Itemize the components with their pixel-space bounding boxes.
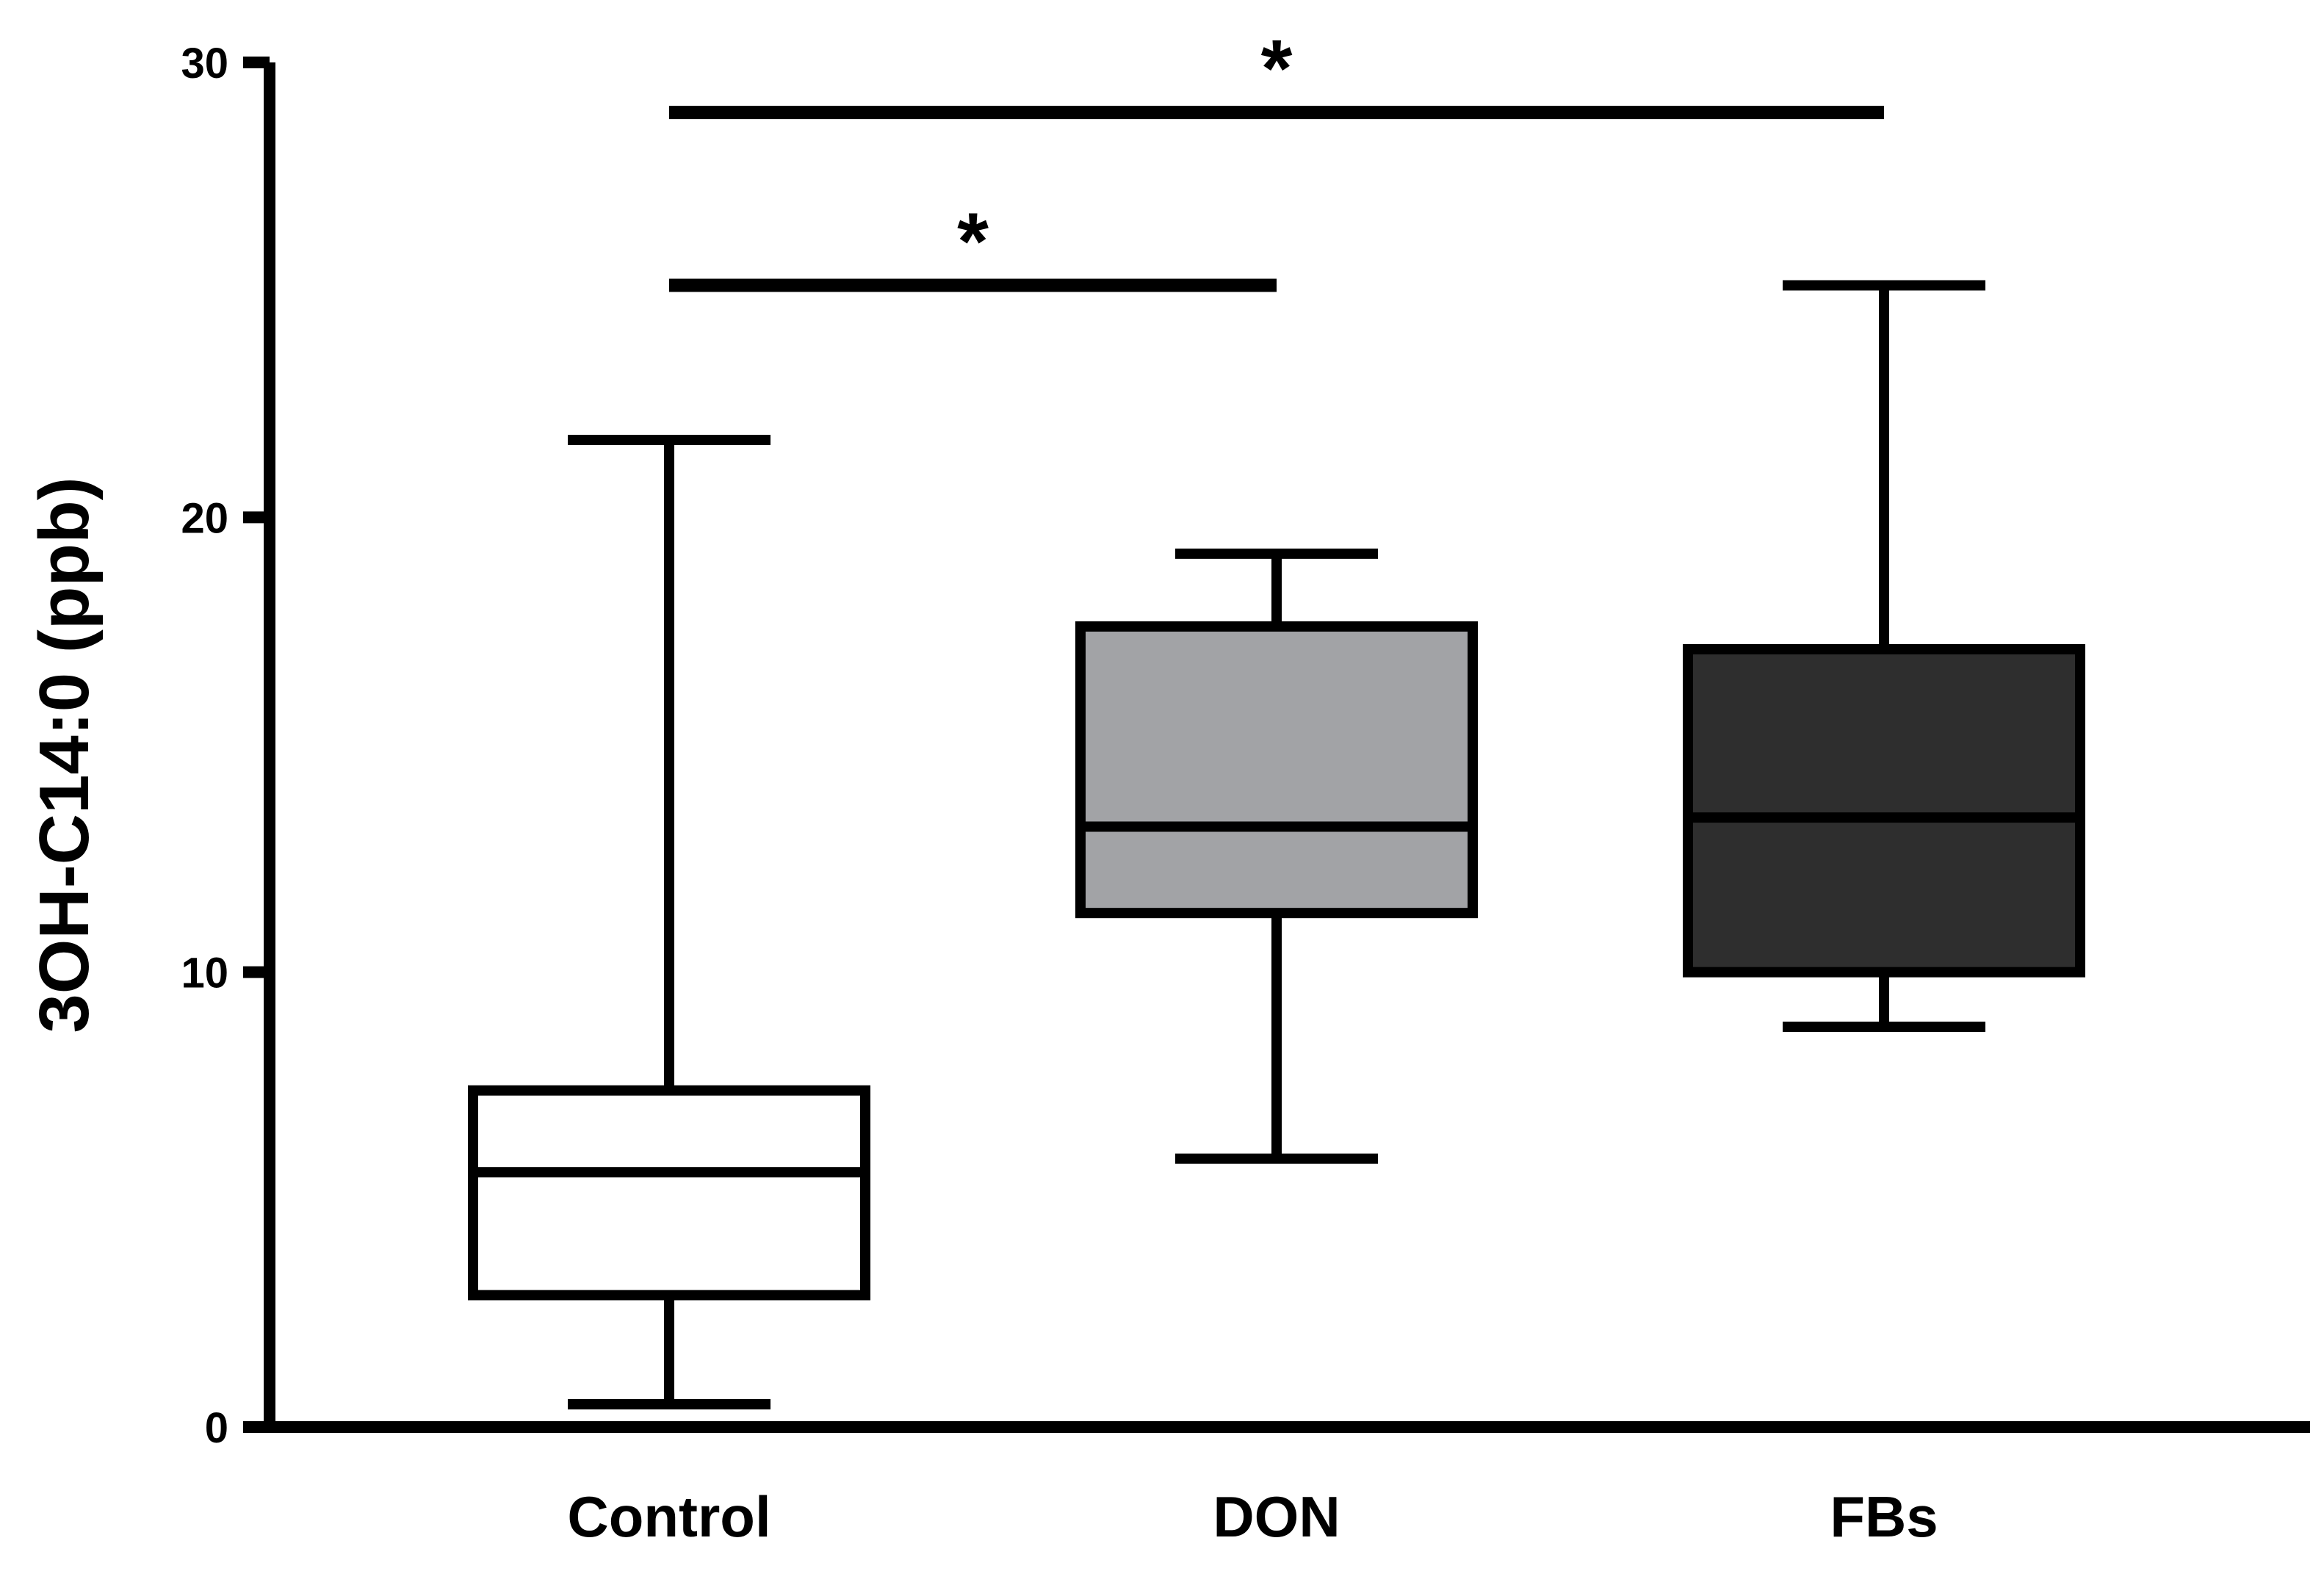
- box-series: [468, 280, 2085, 1410]
- box-don: [1075, 548, 1478, 1164]
- category-labels: Control DON FBs: [567, 1484, 1938, 1549]
- y-tick-label: 20: [181, 494, 228, 542]
- iqr-box: [1683, 643, 2085, 978]
- x-tick-label-fbs: FBs: [1830, 1484, 1938, 1549]
- y-axis-label: 3OH-C14:0 (ppb): [25, 477, 104, 1033]
- x-tick-label-control: Control: [567, 1484, 771, 1549]
- significance-star: *: [1261, 24, 1293, 114]
- significance-star: *: [957, 196, 989, 286]
- box-fbs: [1683, 280, 2085, 1032]
- significance-annotations: **: [669, 24, 1884, 292]
- x-tick-label-don: DON: [1213, 1484, 1340, 1549]
- y-tick-label: 30: [181, 40, 228, 87]
- box-control: [468, 435, 870, 1410]
- axes: 0 10 20 30: [181, 40, 2310, 1452]
- y-axis-label-group: 3OH-C14:0 (ppb): [25, 477, 104, 1033]
- iqr-box: [468, 1085, 870, 1301]
- y-tick-label: 10: [181, 950, 228, 997]
- y-tick-label: 0: [205, 1404, 228, 1452]
- iqr-box: [1075, 621, 1478, 919]
